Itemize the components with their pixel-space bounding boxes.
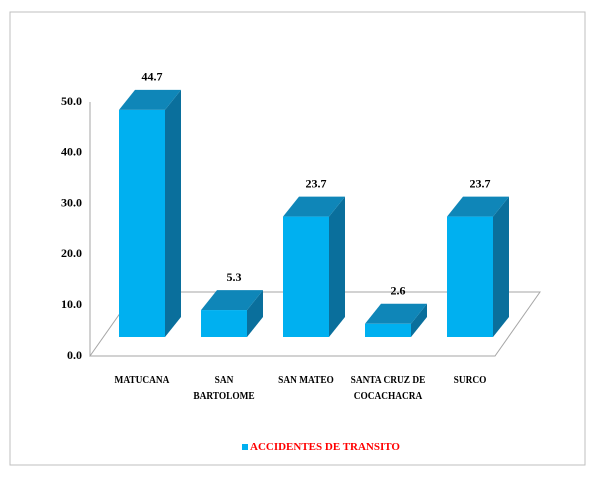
y-tick-label: 30.0 [61, 195, 82, 209]
bar-top [201, 290, 263, 311]
bar-top [119, 89, 181, 110]
legend: ACCIDENTES DE TRANSITO [242, 441, 400, 453]
x-tick-label: SANTA CRUZ DE COCACHACRA [350, 374, 426, 402]
y-tick-label: 40.0 [61, 145, 82, 159]
y-tick-label: 20.0 [61, 246, 82, 260]
value-label: 23.7 [306, 176, 327, 190]
chart-border [9, 11, 586, 466]
value-label: 44.7 [142, 70, 163, 84]
bar-side [165, 89, 181, 337]
bar [283, 196, 345, 337]
bar [201, 290, 263, 337]
bar [447, 196, 509, 337]
x-tick-label: SAN BARTOLOME [193, 374, 255, 402]
y-tick-label: 50.0 [61, 94, 82, 108]
bar [365, 303, 427, 337]
bar-side [411, 303, 427, 337]
bar-front [365, 323, 411, 337]
x-tick-label: SURCO [453, 374, 487, 386]
bar-front [119, 109, 165, 337]
bar-side [329, 196, 345, 337]
x-tick-label: SAN MATEO [278, 374, 334, 386]
bar-side [247, 290, 263, 337]
bar-side [493, 196, 509, 337]
bar-front [283, 216, 329, 337]
value-label: 5.3 [227, 270, 242, 284]
legend-swatch [242, 444, 248, 450]
value-label: 2.6 [391, 284, 406, 298]
bar-top [365, 303, 427, 324]
value-label: 23.7 [470, 176, 491, 190]
bar-top [283, 196, 345, 217]
bar-top [447, 196, 509, 217]
x-tick-label: MATUCANA [114, 374, 170, 386]
bar [119, 89, 181, 337]
bar-front [447, 216, 493, 337]
y-tick-label: 10.0 [61, 297, 82, 311]
legend-label: ACCIDENTES DE TRANSITO [250, 441, 400, 453]
y-tick-label: 0.0 [67, 348, 82, 362]
bar-front [201, 310, 247, 337]
